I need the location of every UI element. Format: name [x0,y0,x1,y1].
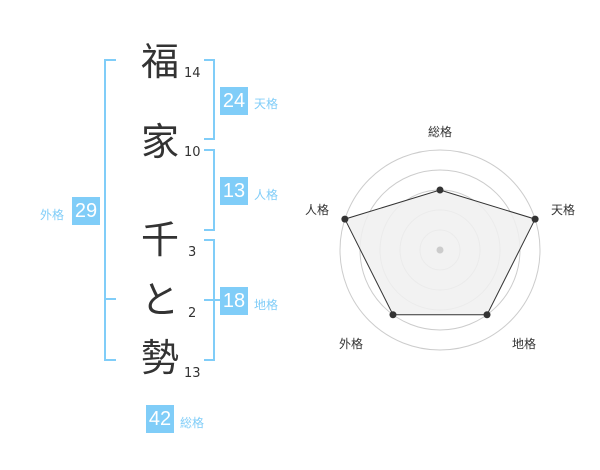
stroke-count-2: 10 [184,145,201,160]
name-char-3: 千 [140,218,179,262]
tenkaku-label: 天格 [254,97,279,111]
name-char-1: 福 [140,40,179,84]
name-char-5: 勢 [140,336,179,380]
radar-axis-label-tenkaku: 天格 [550,203,575,217]
chikaku-label: 地格 [254,298,279,312]
jinkaku-value: 13 [220,177,248,205]
radar-axis-label-chikaku: 地格 [511,337,536,351]
radar-point [389,311,397,319]
jinkaku-label: 人格 [254,188,279,202]
gaikaku-label: 外格 [40,208,65,222]
stroke-count-3: 3 [188,245,197,260]
stroke-count-4: 2 [188,306,197,321]
stroke-count-1: 14 [184,66,201,81]
tenkaku-value: 24 [220,87,248,115]
radar-point [341,215,349,223]
gaikaku-value: 29 [72,197,100,225]
chikaku-value: 18 [220,287,248,315]
radar-point [531,215,539,223]
radar-axis-label-soukaku: 総格 [427,125,452,139]
radar-ring [339,149,541,351]
stroke-count-5: 13 [184,366,201,381]
name-char-2: 家 [140,120,179,164]
radar-axis-label-gaikaku: 外格 [338,337,363,351]
radar-center [436,246,444,254]
radar-point [483,311,491,319]
soukaku-label: 総格 [180,416,205,430]
radar-axis-label-jinkaku: 人格 [304,203,329,217]
name-char-4: と [140,278,179,322]
soukaku-value: 42 [146,405,174,433]
radar-point [436,186,444,194]
